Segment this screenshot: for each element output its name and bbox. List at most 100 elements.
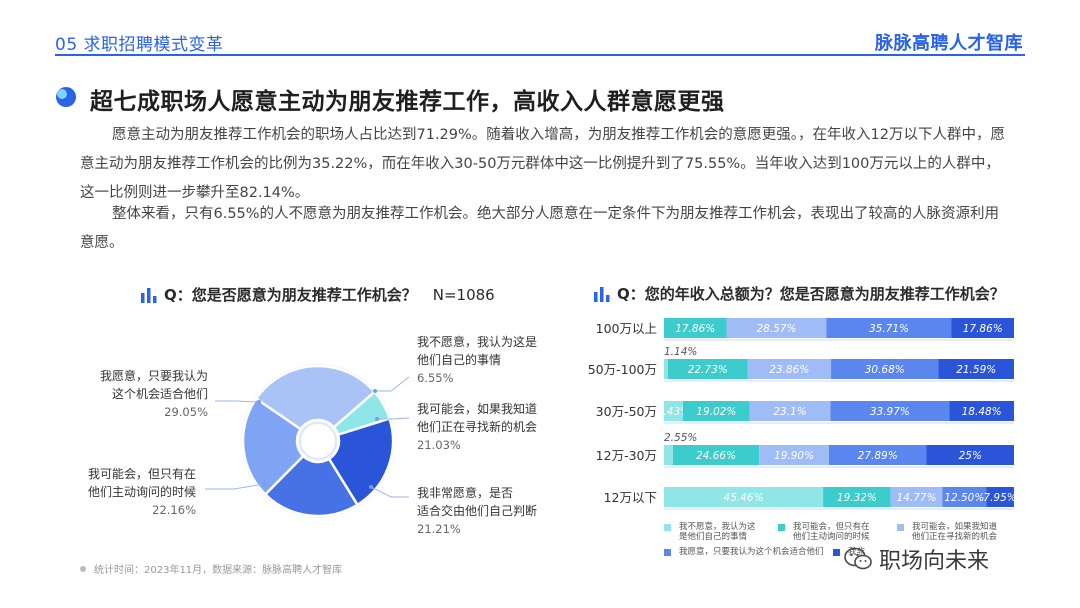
footnote: 统计时间：2023年11月，数据来源：脉脉高聘人才智库 (80, 561, 342, 576)
bar-data-label: 7.95% (983, 492, 1016, 504)
legend-label: 我愿意，只要我认为这个机会适合他们 (679, 547, 824, 557)
bar-data-label: 35.71% (869, 323, 909, 335)
legend-swatch (664, 549, 671, 556)
watermark: 职场向未来 (843, 543, 989, 575)
bar-baseline (664, 466, 1014, 468)
bar-data-label: 18.48% (962, 406, 1002, 418)
legend-item-no: 我不愿意，我认为这 是他们自己的事情 (664, 522, 774, 544)
header-divider (55, 54, 1025, 56)
bar-segment (747, 359, 832, 379)
callout-very-line1: 我非常愿意，是否 (417, 486, 514, 500)
callout-leader-dot (373, 389, 377, 393)
question-2-text: Q：您的年收入总额为？您是否愿意为朋友推荐工作机会？ (617, 285, 1005, 303)
bar-baseline (664, 339, 1014, 341)
header: 05 求职招聘模式变革 脉脉高聘人才智库 (0, 0, 1080, 62)
donut-slice (263, 454, 360, 518)
bar-data-label: 25% (959, 450, 982, 462)
callout-maybe-asked-line1: 我可能会，但只有在 (87, 467, 196, 481)
bar-category-label: 100万以上 (596, 321, 657, 336)
question-1-text: Q：您是否愿意为朋友推荐工作机会？ (164, 286, 417, 304)
bar-category-label: 50万-100万 (588, 362, 657, 377)
bar-segment (667, 359, 748, 379)
callout-no-pct: 6.55% (417, 371, 454, 385)
callout-leader-dot (375, 417, 379, 421)
bar-data-label: 21.59% (956, 364, 996, 376)
bar-data-label: 23.86% (769, 364, 809, 376)
callout-willing-pct: 29.05% (164, 405, 208, 419)
bar-data-label: 19.90% (774, 450, 814, 462)
bar-data-label: 19.02% (696, 406, 736, 418)
bar-data-label: 17.86% (963, 323, 1003, 335)
bar-data-label: 23.1% (773, 406, 806, 418)
bar-segment (664, 318, 727, 338)
bar-segment (664, 445, 673, 465)
question-1-title: Q：您是否愿意为朋友推荐工作机会？ N=1086 (140, 284, 495, 305)
callout-leader-dot (257, 400, 261, 404)
bar-segment (664, 487, 824, 507)
callout-leader-dot (262, 482, 266, 486)
donut-slice (254, 364, 377, 431)
bar-category-label: 30万-50万 (596, 404, 657, 419)
donut-slice (241, 396, 306, 497)
callout-leader-line (375, 376, 410, 392)
bar-segment (726, 318, 827, 338)
bar-data-label: 30.68% (865, 364, 905, 376)
bar-data-label: 12.50% (944, 492, 984, 504)
callout-no: 我不愿意，我认为这是 他们自己的事情 6.55% (417, 333, 537, 387)
bar-segment (672, 445, 760, 465)
bar-segment (986, 487, 1014, 507)
title-bubble-icon (56, 87, 76, 107)
bar-baseline (664, 422, 1014, 424)
callout-willing-line2: 这个机会适合他们 (111, 387, 208, 401)
callout-willing-line1: 我愿意，只要我认为 (99, 369, 208, 383)
legend-label: 我不愿意，我认为这 是他们自己的事情 (679, 522, 756, 542)
legend-item-maybe-asked: 我可能会，但只有在 他们主动询问的时候 (778, 522, 893, 544)
bar-segment (830, 401, 950, 421)
callout-maybe-asked: 我可能会，但只有在 他们主动询问的时候 22.16% (60, 465, 196, 519)
bar-segment (942, 487, 987, 507)
bullet-dot-icon (80, 565, 86, 572)
legend-label: 我可能会，如果我知道 他们正在寻找新的机会 (912, 522, 998, 542)
callout-leader-line (205, 483, 265, 490)
bar-segment (831, 359, 939, 379)
bar-segment (926, 445, 1014, 465)
bar-data-label: 17.86% (675, 323, 715, 335)
bar-segment (938, 359, 1014, 379)
watermark-text: 职场向未来 (879, 549, 990, 574)
donut-hole (299, 422, 337, 460)
callout-very: 我非常愿意，是否 适合交由他们自己判断 21.21% (417, 484, 537, 538)
legend-swatch (833, 549, 840, 556)
legend-item-maybe-looking: 我可能会，如果我知道 他们正在寻找新的机会 (897, 522, 1022, 544)
bar-segment (823, 487, 891, 507)
callout-maybe-looking: 我可能会，如果我知道 他们正在寻找新的机会 21.03% (417, 400, 537, 454)
callout-maybe-looking-pct: 21.03% (417, 438, 461, 452)
bar-segment (890, 487, 943, 507)
body-paragraph-2: 整体来看，只有6.55%的人不愿意为朋友推荐工作机会。绝大部分人愿意在一定条件下… (80, 206, 1000, 251)
bar-category-label: 12万以下 (604, 490, 657, 505)
bar-segment (683, 401, 750, 421)
legend-item-very: 我非 (833, 547, 873, 559)
callout-leader-line (377, 417, 410, 420)
page-title: 超七成职场人愿意主动为朋友推荐工作，高收入人群意愿更强 (90, 89, 725, 115)
bar-data-label: 1.14% (664, 346, 697, 358)
callout-maybe-looking-line1: 我可能会，如果我知道 (417, 402, 538, 416)
bar-segment (826, 318, 952, 338)
callout-maybe-asked-line2: 他们主动询问的时候 (87, 485, 196, 499)
bar-data-label: 14.77% (897, 492, 937, 504)
bar-data-label: 27.89% (858, 450, 898, 462)
bar-data-label: 28.57% (756, 323, 796, 335)
bar-segment (951, 318, 1014, 338)
bar-segment (749, 401, 831, 421)
callout-very-line2: 适合交由他们自己判断 (417, 504, 538, 518)
bar-segment (664, 359, 668, 379)
bar-data-label: 2.55% (664, 432, 697, 444)
bar-data-label: 24.66% (696, 450, 736, 462)
bar-chart-icon (594, 286, 610, 302)
body-paragraph-1: 愿意主动为朋友推荐工作机会的职场人占比达到71.29%。随着收入增高，为朋友推荐… (80, 127, 1005, 201)
callout-maybe-looking-line2: 他们正在寻找新的机会 (417, 420, 538, 434)
legend-swatch (664, 524, 671, 531)
bar-category-label: 12万-30万 (596, 448, 657, 463)
brand-name: 脉脉高聘人才智库 (875, 33, 1023, 54)
bar-chart-icon (141, 287, 157, 303)
